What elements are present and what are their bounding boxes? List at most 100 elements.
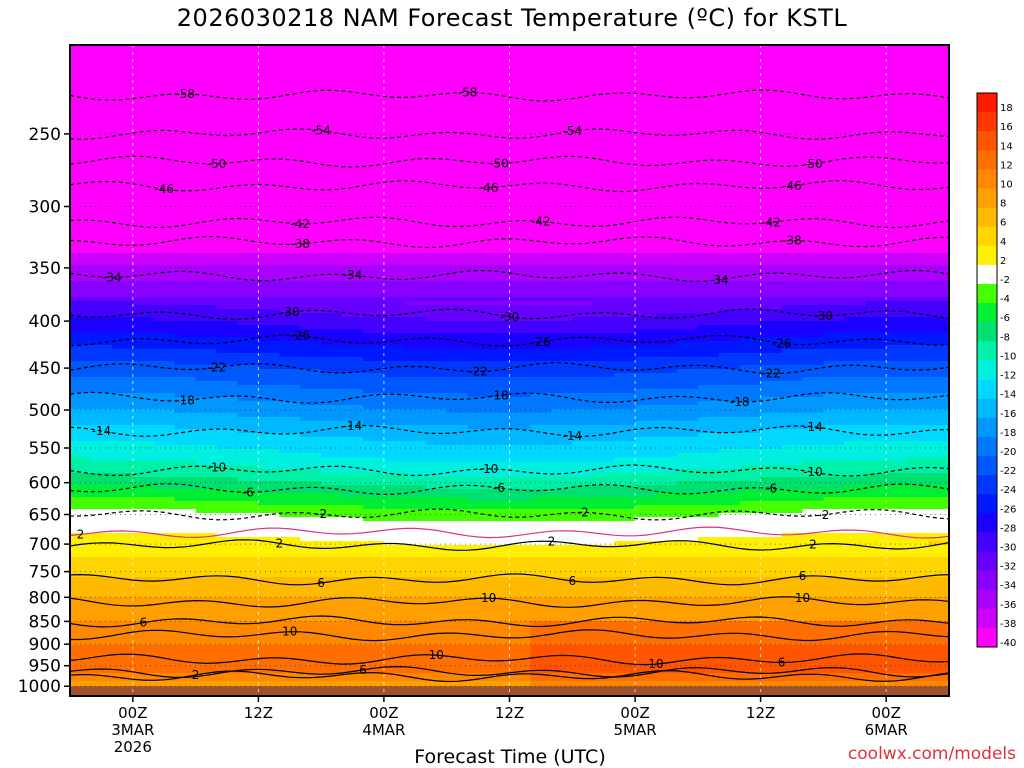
field-cell bbox=[656, 177, 678, 182]
field-cell bbox=[467, 441, 490, 446]
field-cell bbox=[697, 113, 720, 118]
field-cell bbox=[383, 465, 406, 470]
field-cell bbox=[70, 141, 92, 146]
field-cell bbox=[363, 73, 385, 78]
field-cell bbox=[321, 357, 343, 362]
field-cell bbox=[70, 505, 92, 510]
field-cell bbox=[153, 385, 176, 390]
field-cell bbox=[383, 277, 406, 282]
field-cell bbox=[509, 113, 531, 118]
field-cell bbox=[321, 477, 343, 482]
field-cell bbox=[342, 133, 364, 138]
field-cell bbox=[697, 209, 720, 214]
field-cell bbox=[132, 669, 155, 674]
field-cell bbox=[656, 397, 678, 402]
field-cell bbox=[237, 105, 259, 110]
field-cell bbox=[383, 425, 406, 430]
field-cell bbox=[153, 121, 176, 126]
field-cell bbox=[90, 657, 113, 662]
field-cell bbox=[425, 109, 448, 114]
field-cell bbox=[572, 353, 594, 358]
field-cell bbox=[593, 213, 615, 218]
field-cell bbox=[237, 449, 259, 454]
field-cell bbox=[572, 605, 594, 610]
field-cell bbox=[111, 141, 134, 146]
field-cell bbox=[70, 605, 92, 610]
field-cell bbox=[488, 193, 511, 198]
field-cell bbox=[593, 485, 615, 490]
field-cell bbox=[425, 433, 448, 438]
field-cell bbox=[174, 493, 197, 498]
field-cell bbox=[446, 605, 469, 610]
field-cell bbox=[656, 225, 678, 230]
field-cell bbox=[195, 585, 218, 590]
field-cell bbox=[509, 313, 531, 318]
field-cell bbox=[342, 681, 364, 686]
field-cell bbox=[404, 329, 427, 334]
field-cell bbox=[300, 53, 322, 58]
field-cell bbox=[342, 105, 364, 110]
field-cell bbox=[90, 217, 113, 222]
field-cell bbox=[425, 517, 448, 522]
field-cell bbox=[195, 445, 218, 450]
field-cell bbox=[676, 529, 699, 534]
field-cell bbox=[70, 677, 92, 682]
field-cell bbox=[404, 265, 427, 270]
field-cell bbox=[676, 521, 699, 526]
field-cell bbox=[488, 101, 511, 106]
field-cell bbox=[593, 189, 615, 194]
field-cell bbox=[383, 269, 406, 274]
field-cell bbox=[90, 581, 113, 586]
field-cell bbox=[258, 149, 280, 154]
field-cell bbox=[195, 481, 218, 486]
field-cell bbox=[676, 113, 699, 118]
field-cell bbox=[279, 545, 301, 550]
field-cell bbox=[195, 501, 218, 506]
field-cell bbox=[404, 165, 427, 170]
field-cell bbox=[70, 221, 92, 226]
field-cell bbox=[614, 333, 636, 338]
field-cell bbox=[342, 429, 364, 434]
field-cell bbox=[383, 657, 406, 662]
field-cell bbox=[425, 317, 448, 322]
field-cell bbox=[593, 65, 615, 70]
field-cell bbox=[614, 269, 636, 274]
field-cell bbox=[635, 377, 657, 382]
field-cell bbox=[195, 525, 218, 530]
field-cell bbox=[488, 593, 511, 598]
field-cell bbox=[656, 381, 678, 386]
field-cell bbox=[132, 389, 155, 394]
field-cell bbox=[551, 101, 573, 106]
field-cell bbox=[132, 221, 155, 226]
field-cell bbox=[614, 665, 636, 670]
field-cell bbox=[300, 453, 322, 458]
field-cell bbox=[174, 229, 197, 234]
field-cell bbox=[697, 337, 720, 342]
field-cell bbox=[195, 185, 218, 190]
field-cell bbox=[697, 109, 720, 114]
field-cell bbox=[383, 521, 406, 526]
field-cell bbox=[279, 681, 301, 686]
field-cell bbox=[216, 581, 238, 586]
field-cell bbox=[635, 209, 657, 214]
field-cell bbox=[614, 157, 636, 162]
field-cell bbox=[697, 465, 720, 470]
field-cell bbox=[446, 393, 469, 398]
field-cell bbox=[572, 225, 594, 230]
field-cell bbox=[195, 49, 218, 54]
field-cell bbox=[425, 173, 448, 178]
field-cell bbox=[404, 541, 427, 546]
field-cell bbox=[70, 497, 92, 502]
field-cell bbox=[572, 197, 594, 202]
field-cell bbox=[342, 49, 364, 54]
field-cell bbox=[383, 129, 406, 134]
field-cell bbox=[174, 417, 197, 422]
field-cell bbox=[635, 525, 657, 530]
field-cell bbox=[676, 665, 699, 670]
field-cell bbox=[111, 49, 134, 54]
field-cell bbox=[258, 569, 280, 574]
field-cell bbox=[90, 457, 113, 462]
field-cell bbox=[153, 521, 176, 526]
field-cell bbox=[593, 633, 615, 638]
field-cell bbox=[656, 145, 678, 150]
